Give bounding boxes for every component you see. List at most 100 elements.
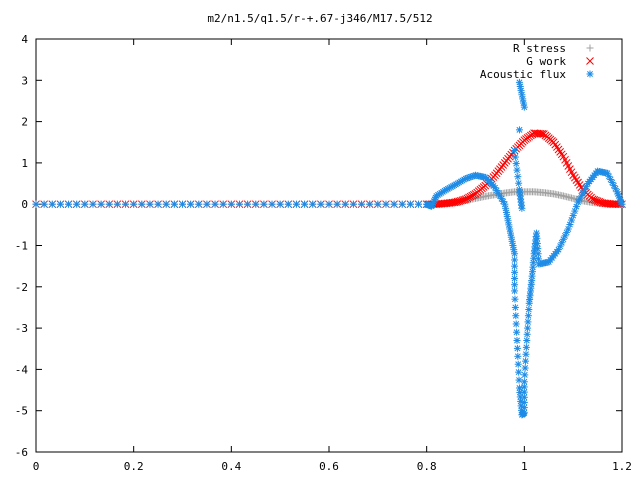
y-tick-label: -5 (15, 405, 28, 418)
chart-title: m2/n1.5/q1.5/r-+.67-j346/M17.5/512 (207, 12, 432, 25)
data-point (513, 328, 521, 336)
data-point (513, 336, 521, 344)
data-point (523, 336, 531, 344)
data-point (40, 200, 48, 208)
data-point (470, 190, 478, 199)
data-point (572, 176, 581, 184)
data-point (162, 200, 170, 208)
data-point (97, 200, 105, 208)
data-point (56, 200, 64, 208)
data-point (520, 103, 528, 111)
data-point (195, 200, 203, 208)
data-point (569, 171, 578, 180)
data-point (179, 200, 186, 208)
data-point (341, 200, 349, 208)
data-point (524, 312, 532, 320)
data-point (522, 343, 530, 351)
x-tick-label: 0.8 (417, 460, 437, 473)
data-point (512, 160, 520, 168)
data-point (406, 200, 414, 208)
x-tick-label: 0 (33, 460, 40, 473)
plot-area: 0 0.2 0.4 0.6 0.8 1 1.2 4 3 2 1 0 -1 -2 -3 -4 -5 -6 (15, 33, 632, 473)
series-g-work (32, 129, 626, 209)
y-tick-label: -4 (15, 363, 29, 376)
data-point (113, 200, 121, 208)
data-point (260, 200, 268, 208)
data-point (522, 350, 530, 358)
data-point (349, 200, 357, 208)
data-point (581, 186, 589, 194)
y-tick-label: 1 (21, 157, 28, 170)
data-point (518, 204, 526, 212)
data-point (333, 200, 341, 208)
data-point (536, 129, 545, 138)
data-point (511, 147, 519, 155)
data-point (317, 200, 325, 208)
data-point (574, 178, 582, 187)
data-point (203, 200, 211, 208)
data-point (219, 200, 227, 208)
data-point (551, 140, 560, 149)
data-point (301, 200, 309, 208)
y-tick-label: 4 (21, 33, 28, 46)
data-point (522, 357, 530, 365)
data-point (556, 242, 564, 250)
x-tick-label: 0.2 (124, 460, 144, 473)
data-point (73, 200, 81, 208)
data-point (227, 200, 235, 208)
data-point (512, 312, 520, 320)
data-point (515, 376, 523, 384)
data-point (513, 166, 521, 174)
data-point (244, 200, 252, 208)
y-tick-label: 0 (21, 198, 28, 211)
data-point (138, 200, 146, 208)
data-point (520, 378, 528, 386)
x-tick-label: 1.2 (612, 460, 632, 473)
data-point (211, 200, 219, 208)
x-tick-label: 0.6 (319, 460, 339, 473)
data-point (509, 242, 517, 249)
data-point (122, 200, 130, 208)
data-point (521, 371, 529, 379)
data-point (525, 306, 533, 314)
data-point (523, 330, 531, 338)
y-tick-label: 2 (21, 116, 28, 129)
data-point (81, 200, 89, 208)
data-point (382, 200, 390, 208)
y-tick-label: -2 (15, 281, 28, 294)
data-point (415, 200, 423, 208)
data-point (520, 99, 528, 107)
data-point (511, 153, 519, 161)
data-point (130, 200, 138, 208)
y-tick-label: -1 (15, 240, 28, 253)
data-point (511, 303, 519, 311)
data-point (374, 200, 382, 208)
data-point (618, 200, 626, 208)
x-tick-label: 0.4 (221, 460, 241, 473)
data-point (325, 200, 333, 208)
data-point (187, 200, 195, 208)
data-point (603, 169, 611, 177)
data-point (48, 200, 56, 208)
data-point (511, 262, 519, 270)
data-point (512, 320, 520, 328)
data-point (511, 295, 519, 303)
data-point (515, 179, 523, 187)
data-point (284, 200, 292, 208)
series-acoustic-flux (32, 78, 626, 419)
data-point (511, 268, 519, 276)
data-point (268, 200, 276, 208)
legend-label: Acoustic flux (480, 68, 566, 81)
data-point (514, 352, 522, 360)
data-point (276, 200, 284, 208)
data-point (292, 200, 300, 208)
data-point (235, 200, 243, 208)
data-point (450, 198, 459, 207)
data-point (504, 217, 512, 225)
data-point (511, 250, 519, 258)
data-point (511, 256, 519, 264)
data-point (358, 200, 366, 208)
legend-label: G work (526, 55, 566, 68)
